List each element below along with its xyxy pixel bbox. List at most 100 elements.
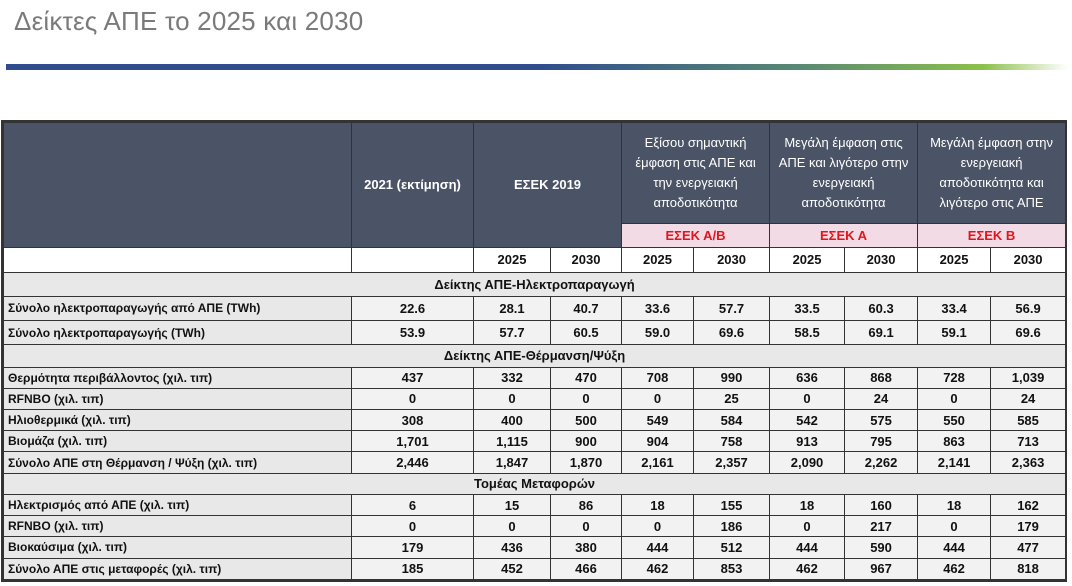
page-title: Δείκτες ΑΠΕ το 2025 και 2030 bbox=[14, 6, 364, 36]
value-cell: 590 bbox=[844, 536, 919, 559]
value-cell: 0 bbox=[917, 515, 992, 538]
year-row-label bbox=[3, 247, 352, 273]
value-cell: 466 bbox=[549, 557, 623, 581]
value-cell: 0 bbox=[769, 515, 846, 538]
row-label: Σύνολο ΑΠΕ στις μεταφορές (χιλ. τιπ) bbox=[3, 557, 352, 581]
table-row: RFNBO (χιλ. τιπ) 0 0 0 0 25 0 24 0 24 bbox=[3, 387, 1067, 411]
year-cell: 2030 bbox=[693, 247, 771, 273]
value-cell: 584 bbox=[693, 409, 771, 432]
value-cell: 2,262 bbox=[844, 451, 919, 474]
year-row-2021 bbox=[351, 247, 474, 273]
value-cell: 0 bbox=[351, 515, 474, 538]
header-2021: 2021 (εκτίμηση) bbox=[351, 121, 474, 249]
year-cell: 2025 bbox=[621, 247, 695, 273]
header-esek-2019: ΕΣΕΚ 2019 bbox=[472, 121, 623, 249]
value-cell: 60.5 bbox=[549, 320, 623, 346]
esek-ab-label: ΕΣΕΚ Α/Β bbox=[621, 223, 771, 249]
value-cell: 863 bbox=[917, 430, 992, 453]
table-row: Ηλεκτρισμός από ΑΠΕ (χιλ. τιπ) 6 15 86 1… bbox=[3, 493, 1067, 517]
year-cell: 2025 bbox=[917, 247, 992, 273]
value-cell: 967 bbox=[844, 557, 919, 581]
value-cell: 18 bbox=[769, 493, 846, 517]
value-cell: 217 bbox=[844, 515, 919, 538]
row-label: Σύνολο ηλεκτροπαραγωγής (TWh) bbox=[3, 320, 352, 346]
row-label: Ηλιοθερμικά (χιλ. τιπ) bbox=[3, 409, 352, 432]
esek-b-label: ΕΣΕΚ Β bbox=[917, 223, 1067, 249]
value-cell: 462 bbox=[769, 557, 846, 581]
value-cell: 59.1 bbox=[917, 320, 992, 346]
header-scenario-b: Μεγάλη έμφαση στην ενεργειακή αποδοτικότ… bbox=[917, 121, 1067, 225]
value-cell: 0 bbox=[473, 515, 551, 538]
value-cell: 58.5 bbox=[769, 320, 846, 346]
table-row: RFNBO (χιλ. τιπ) 0 0 0 0 186 0 217 0 179 bbox=[3, 515, 1067, 538]
table-row: Ηλιοθερμικά (χιλ. τιπ) 308 400 500 549 5… bbox=[3, 409, 1067, 432]
table-row: Βιομάζα (χιλ. τιπ) 1,701 1,115 900 904 7… bbox=[3, 430, 1067, 453]
value-cell: 60.3 bbox=[844, 295, 919, 322]
row-label: Σύνολο ηλεκτροπαραγωγής από ΑΠΕ (TWh) bbox=[3, 295, 352, 322]
value-cell: 500 bbox=[549, 409, 623, 432]
value-cell: 155 bbox=[693, 493, 771, 517]
value-cell: 22.6 bbox=[351, 295, 474, 322]
value-cell: 1,870 bbox=[549, 451, 623, 474]
title-underline-bar bbox=[6, 64, 1068, 70]
value-cell: 585 bbox=[990, 409, 1067, 432]
value-cell: 462 bbox=[917, 557, 992, 581]
section-title: Δείκτης ΑΠΕ-Θέρμανση/Ψύξη bbox=[2, 344, 1067, 368]
value-cell: 186 bbox=[693, 515, 771, 538]
value-cell: 1,701 bbox=[351, 430, 474, 453]
value-cell: 0 bbox=[621, 387, 695, 411]
year-cell: 2025 bbox=[769, 247, 846, 273]
value-cell: 444 bbox=[917, 536, 992, 559]
value-cell: 0 bbox=[473, 387, 551, 411]
value-cell: 400 bbox=[473, 409, 551, 432]
value-cell: 2,446 bbox=[351, 451, 474, 474]
value-cell: 636 bbox=[769, 366, 846, 389]
row-label: Ηλεκτρισμός από ΑΠΕ (χιλ. τιπ) bbox=[3, 493, 352, 517]
value-cell: 470 bbox=[549, 366, 623, 389]
value-cell: 550 bbox=[917, 409, 992, 432]
table-row: Σύνολο ΑΠΕ στη Θέρμανση / Ψύξη (χιλ. τιπ… bbox=[3, 451, 1067, 474]
value-cell: 549 bbox=[621, 409, 695, 432]
value-cell: 2,363 bbox=[990, 451, 1067, 474]
value-cell: 53.9 bbox=[351, 320, 474, 346]
header-scenario-a: Μεγάλη έμφαση στις ΑΠΕ και λιγότερο στην… bbox=[769, 121, 919, 225]
value-cell: 57.7 bbox=[473, 320, 551, 346]
value-cell: 853 bbox=[693, 557, 771, 581]
value-cell: 18 bbox=[621, 493, 695, 517]
value-cell: 1,039 bbox=[990, 366, 1067, 389]
value-cell: 162 bbox=[990, 493, 1067, 517]
value-cell: 444 bbox=[769, 536, 846, 559]
value-cell: 56.9 bbox=[990, 295, 1067, 322]
value-cell: 452 bbox=[473, 557, 551, 581]
value-cell: 18 bbox=[917, 493, 992, 517]
value-cell: 380 bbox=[549, 536, 623, 559]
year-cell: 2030 bbox=[549, 247, 623, 273]
value-cell: 512 bbox=[693, 536, 771, 559]
value-cell: 2,090 bbox=[769, 451, 846, 474]
value-cell: 990 bbox=[693, 366, 771, 389]
value-cell: 437 bbox=[351, 366, 474, 389]
value-cell: 708 bbox=[621, 366, 695, 389]
value-cell: 1,847 bbox=[473, 451, 551, 474]
table-row: Σύνολο ΑΠΕ στις μεταφορές (χιλ. τιπ) 185… bbox=[3, 557, 1067, 581]
value-cell: 0 bbox=[621, 515, 695, 538]
value-cell: 0 bbox=[917, 387, 992, 411]
value-cell: 308 bbox=[351, 409, 474, 432]
value-cell: 59.0 bbox=[621, 320, 695, 346]
value-cell: 713 bbox=[990, 430, 1067, 453]
value-cell: 2,141 bbox=[917, 451, 992, 474]
table-row: Σύνολο ηλεκτροπαραγωγής (TWh) 53.9 57.7 … bbox=[3, 320, 1067, 346]
value-cell: 868 bbox=[844, 366, 919, 389]
value-cell: 33.5 bbox=[769, 295, 846, 322]
row-label: Σύνολο ΑΠΕ στη Θέρμανση / Ψύξη (χιλ. τιπ… bbox=[3, 451, 352, 474]
value-cell: 0 bbox=[549, 387, 623, 411]
value-cell: 25 bbox=[693, 387, 771, 411]
value-cell: 795 bbox=[844, 430, 919, 453]
section-title: Δείκτης ΑΠΕ-Ηλεκτροπαραγωγή bbox=[2, 271, 1067, 297]
value-cell: 69.6 bbox=[990, 320, 1067, 346]
row-label: RFNBO (χιλ. τιπ) bbox=[3, 387, 352, 411]
value-cell: 0 bbox=[549, 515, 623, 538]
value-cell: 24 bbox=[844, 387, 919, 411]
year-cell: 2030 bbox=[990, 247, 1067, 273]
table-row: Σύνολο ηλεκτροπαραγωγής από ΑΠΕ (TWh) 22… bbox=[3, 295, 1067, 322]
